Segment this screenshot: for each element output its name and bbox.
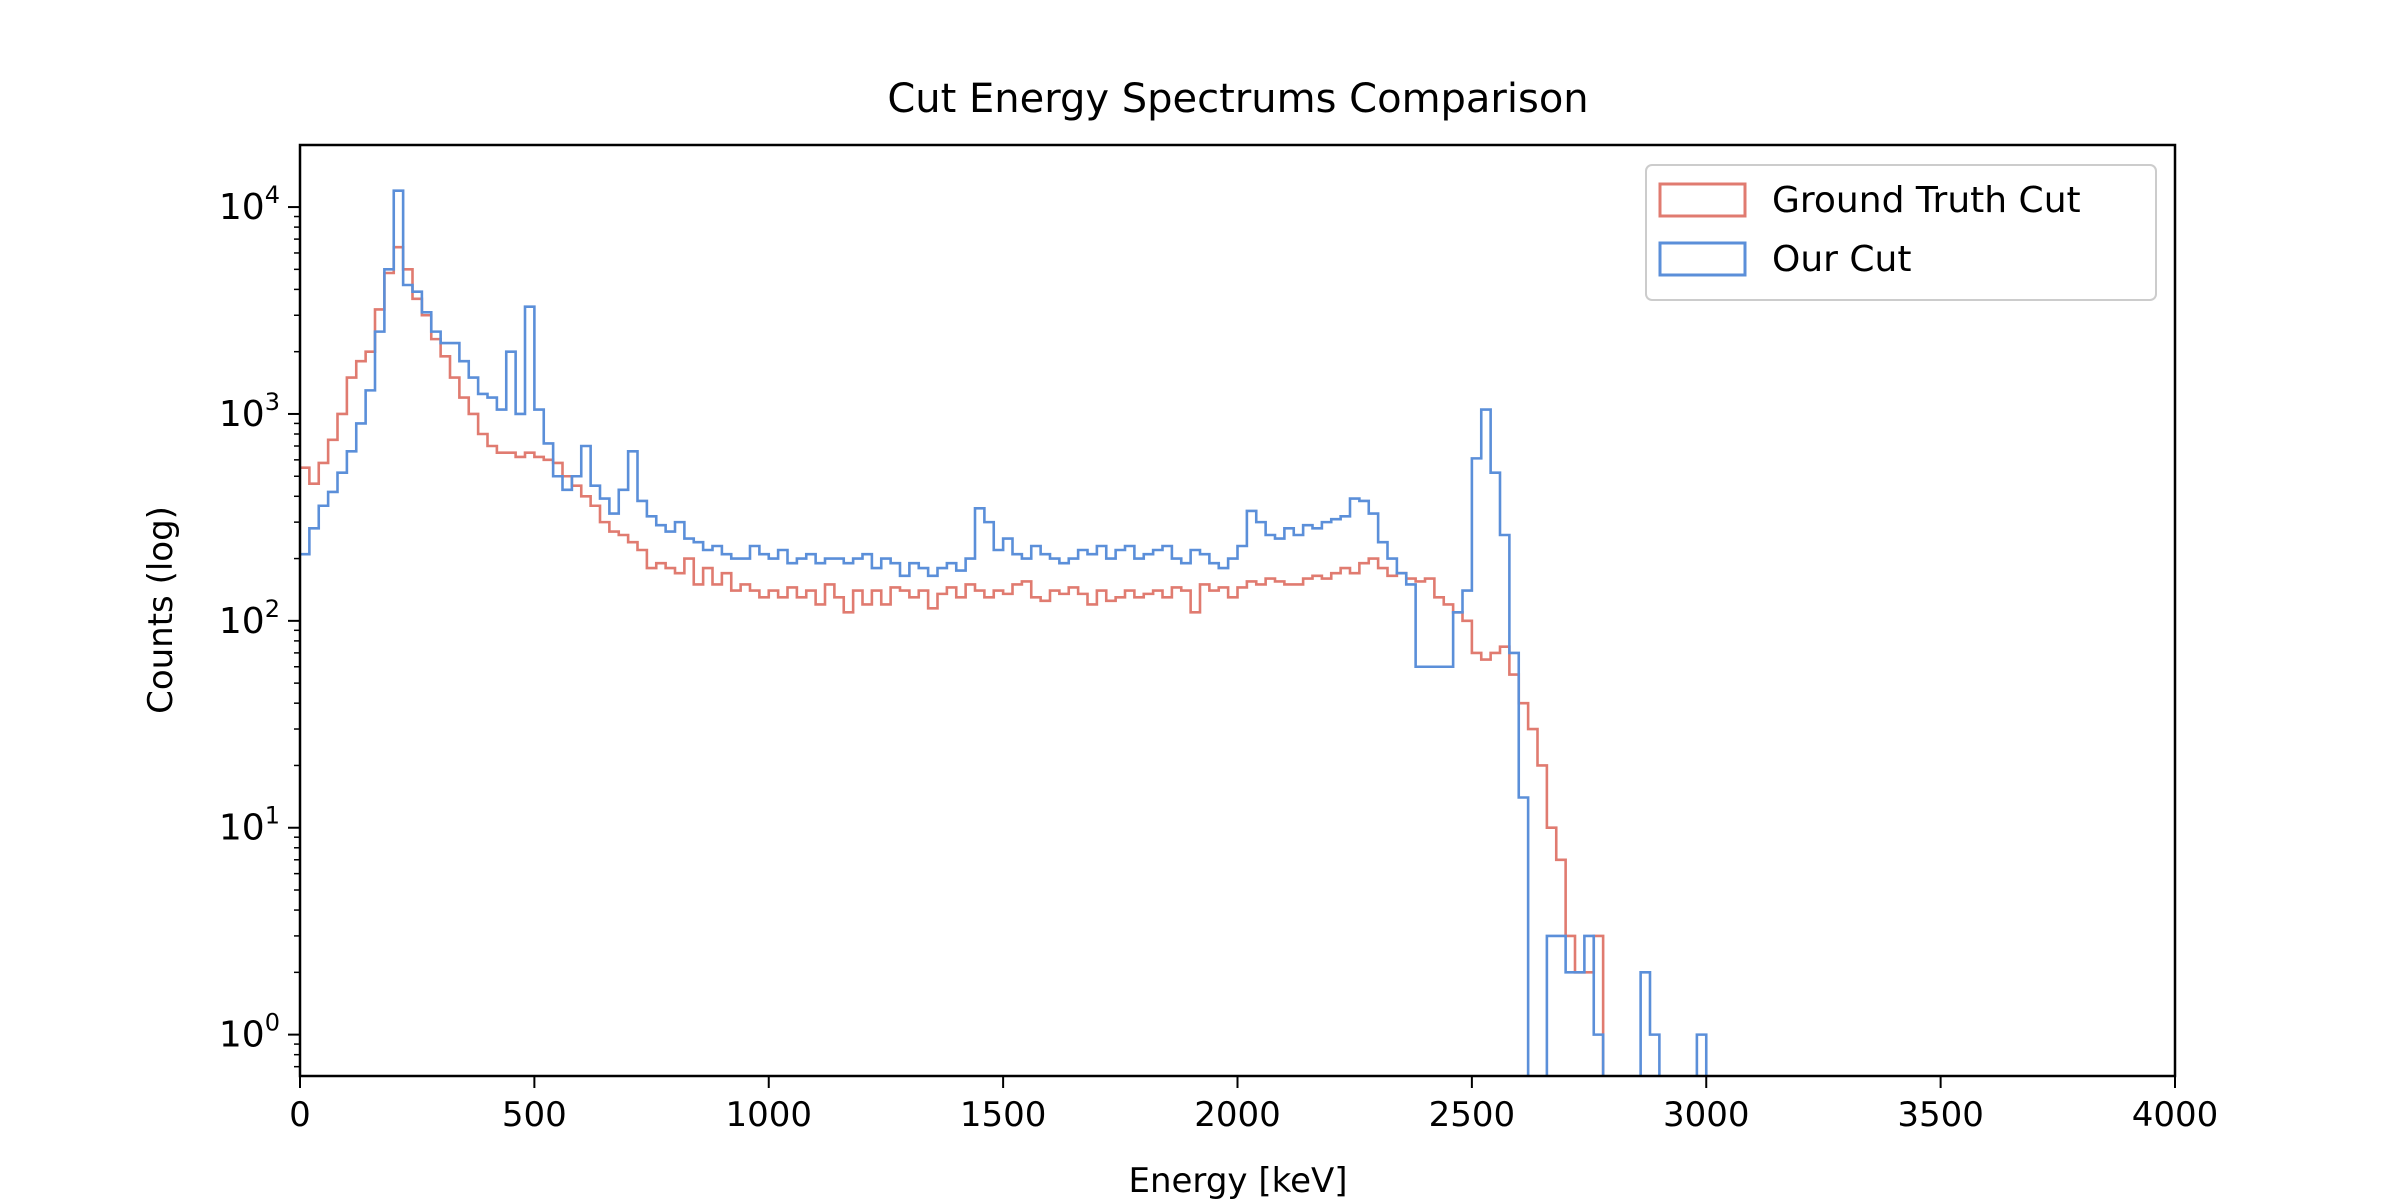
series-line-ground-truth-cut xyxy=(300,245,1605,1076)
x-tick-label: 0 xyxy=(289,1095,311,1135)
legend-swatch-our-cut xyxy=(1658,241,1747,277)
legend-label-ground-truth: Ground Truth Cut xyxy=(1772,180,2081,221)
x-tick-label: 1500 xyxy=(960,1095,1047,1135)
y-tick-label: 100 xyxy=(219,1009,280,1056)
x-tick-label: 3500 xyxy=(1897,1095,1984,1135)
x-axis-ticks: 0 500 1000 1500 2000 2500 3000 3500 4000 xyxy=(289,1076,2218,1135)
x-tick-label: 1000 xyxy=(725,1095,812,1135)
chart-title: Cut Energy Spectrums Comparison xyxy=(887,76,1588,122)
legend-swatch-ground-truth xyxy=(1658,182,1747,218)
y-tick-label: 103 xyxy=(219,388,280,435)
legend-label-our-cut: Our Cut xyxy=(1772,239,1911,280)
legend: Ground Truth Cut Our Cut xyxy=(1645,164,2157,301)
x-tick-label: 3000 xyxy=(1663,1095,1750,1135)
x-tick-label: 4000 xyxy=(2132,1095,2219,1135)
x-tick-label: 2500 xyxy=(1429,1095,1516,1135)
series-line-our-cut xyxy=(300,189,1708,1076)
y-axis-ticks: 100 101 102 103 104 xyxy=(219,181,300,1068)
y-tick-label: 101 xyxy=(219,802,280,849)
y-tick-label: 104 xyxy=(219,181,280,228)
x-tick-label: 500 xyxy=(502,1095,567,1135)
series-layer xyxy=(300,189,1708,1076)
legend-frame xyxy=(1645,164,2157,301)
y-tick-label: 102 xyxy=(219,595,280,642)
y-axis-label: Counts (log) xyxy=(141,506,181,714)
x-tick-label: 2000 xyxy=(1194,1095,1281,1135)
x-axis-label: Energy [keV] xyxy=(1128,1161,1347,1200)
